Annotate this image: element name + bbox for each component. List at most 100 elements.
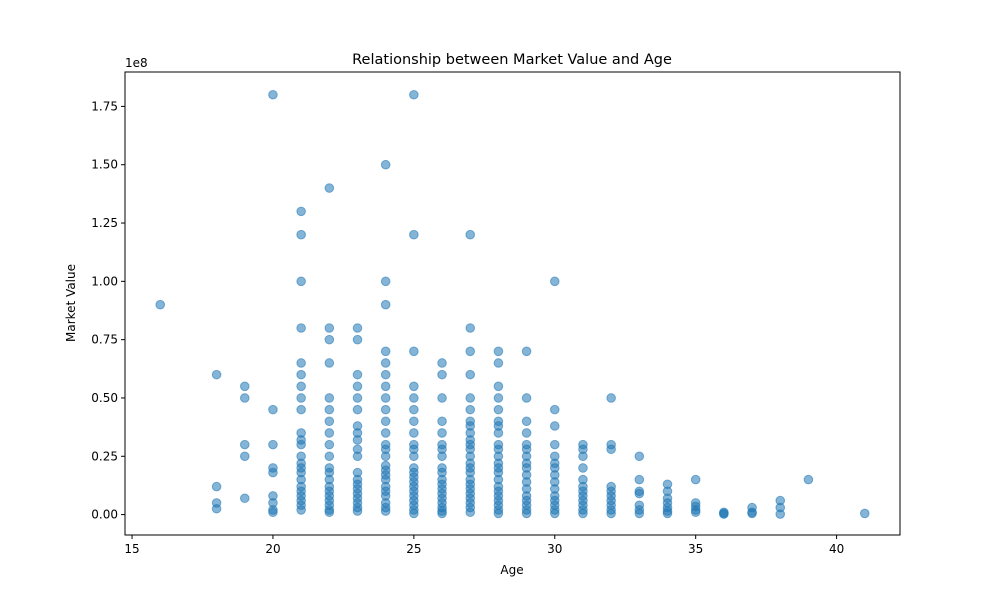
data-point xyxy=(324,416,335,427)
y-offset-label: 1e8 xyxy=(125,56,148,70)
x-tick-label: 35 xyxy=(688,542,703,556)
data-point xyxy=(521,428,532,438)
data-point xyxy=(380,381,391,392)
data-point xyxy=(296,505,306,515)
data-point xyxy=(690,474,701,485)
data-point xyxy=(239,439,250,450)
data-point xyxy=(465,369,476,380)
data-point xyxy=(493,393,504,403)
data-point xyxy=(578,508,588,519)
data-point xyxy=(409,404,419,415)
data-point xyxy=(324,439,335,450)
data-point xyxy=(465,323,476,333)
data-point xyxy=(437,393,447,403)
data-point xyxy=(437,428,447,438)
data-point xyxy=(690,507,701,518)
data-point xyxy=(549,439,560,450)
data-point xyxy=(239,493,250,504)
data-point xyxy=(155,299,166,310)
data-points xyxy=(155,89,870,519)
data-point xyxy=(268,89,278,100)
y-axis: 0.00 0.25 0.50 0.75 1.00 1.25 1.50 1.75 xyxy=(91,99,125,522)
data-point xyxy=(606,444,616,455)
data-point xyxy=(409,451,419,462)
data-point xyxy=(296,276,306,287)
data-point xyxy=(465,507,476,518)
chart-title: Relationship between Market Value and Ag… xyxy=(352,52,672,68)
data-point xyxy=(352,404,363,415)
data-point xyxy=(380,506,391,516)
data-point xyxy=(493,428,504,438)
data-point xyxy=(296,381,306,392)
data-point xyxy=(239,381,250,392)
data-point xyxy=(239,393,250,403)
data-point xyxy=(409,381,419,392)
y-tick-label: 1.75 xyxy=(91,99,118,113)
data-point xyxy=(352,334,363,345)
data-point xyxy=(352,393,363,403)
data-point xyxy=(465,404,476,415)
data-point xyxy=(747,508,757,519)
data-point xyxy=(380,358,391,368)
x-axis: 15 20 25 30 35 40 xyxy=(124,535,844,556)
data-point xyxy=(352,451,363,462)
data-point xyxy=(578,451,588,462)
data-point xyxy=(380,346,391,357)
x-tick-label: 30 xyxy=(547,542,562,556)
data-point xyxy=(268,439,278,450)
data-point xyxy=(352,323,363,333)
data-point xyxy=(211,369,222,380)
data-point xyxy=(380,369,391,380)
data-point xyxy=(380,416,391,427)
data-point xyxy=(296,229,306,240)
y-tick-label: 1.50 xyxy=(91,158,118,172)
data-point xyxy=(296,358,306,368)
data-point xyxy=(380,276,391,287)
y-tick-label: 0.50 xyxy=(91,391,118,405)
data-point xyxy=(662,508,673,519)
data-point xyxy=(380,299,391,310)
data-point xyxy=(493,404,504,415)
data-point xyxy=(465,229,476,240)
data-point xyxy=(409,416,419,427)
data-point xyxy=(324,323,335,333)
data-point xyxy=(493,346,504,357)
x-tick-label: 20 xyxy=(265,542,280,556)
data-point xyxy=(324,393,335,403)
data-point xyxy=(634,508,645,519)
data-point xyxy=(437,451,447,462)
data-point xyxy=(296,369,306,380)
data-point xyxy=(380,404,391,415)
data-point xyxy=(380,451,391,462)
y-tick-label: 0.75 xyxy=(91,333,118,347)
data-point xyxy=(521,346,532,357)
data-point xyxy=(465,393,476,403)
data-point xyxy=(324,451,335,462)
data-point xyxy=(606,393,616,403)
data-point xyxy=(324,334,335,345)
data-point xyxy=(324,358,335,368)
data-point xyxy=(268,467,278,478)
data-point xyxy=(239,451,250,462)
data-point xyxy=(352,381,363,392)
data-point xyxy=(437,508,447,519)
data-point xyxy=(634,451,645,462)
data-point xyxy=(296,323,306,333)
data-point xyxy=(296,206,306,217)
data-point xyxy=(521,508,532,519)
data-point xyxy=(324,183,335,193)
data-point xyxy=(549,276,560,287)
data-point xyxy=(268,404,278,415)
data-point xyxy=(549,508,560,519)
data-point xyxy=(352,435,363,445)
data-point xyxy=(803,474,814,485)
x-tick-label: 40 xyxy=(829,542,844,556)
data-point xyxy=(493,381,504,392)
data-point xyxy=(380,428,391,438)
data-point xyxy=(380,393,391,403)
data-point xyxy=(352,506,363,516)
y-tick-label: 0.00 xyxy=(91,508,118,522)
y-axis-label: Market Value xyxy=(64,264,78,342)
data-point xyxy=(775,509,786,519)
